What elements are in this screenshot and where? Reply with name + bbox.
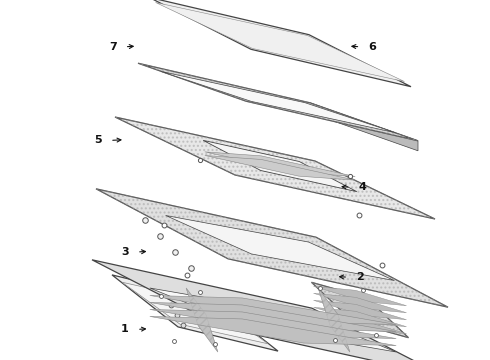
Text: 6: 6 [368,42,376,52]
Polygon shape [115,117,435,219]
Polygon shape [150,302,396,332]
Polygon shape [203,140,357,192]
Polygon shape [150,296,396,325]
Polygon shape [155,3,404,82]
Text: 4: 4 [359,182,367,192]
Polygon shape [150,310,396,338]
Text: 3: 3 [121,247,129,257]
Text: 1: 1 [121,324,129,334]
Polygon shape [150,288,396,352]
Polygon shape [205,152,355,176]
Text: 5: 5 [94,135,102,145]
Polygon shape [314,293,407,313]
Polygon shape [312,282,409,338]
Polygon shape [186,288,218,352]
Text: 2: 2 [356,272,364,282]
Text: 7: 7 [109,42,117,52]
Polygon shape [314,314,407,334]
Polygon shape [161,71,395,132]
Polygon shape [122,282,268,344]
Polygon shape [314,300,407,320]
Polygon shape [92,260,444,360]
Polygon shape [166,215,394,280]
Polygon shape [112,275,278,351]
Polygon shape [318,288,350,352]
Polygon shape [314,286,407,306]
Polygon shape [150,316,396,346]
Polygon shape [96,189,448,307]
Polygon shape [138,63,418,141]
Polygon shape [205,156,355,180]
Polygon shape [149,0,411,87]
Polygon shape [314,307,407,327]
Polygon shape [310,103,418,151]
